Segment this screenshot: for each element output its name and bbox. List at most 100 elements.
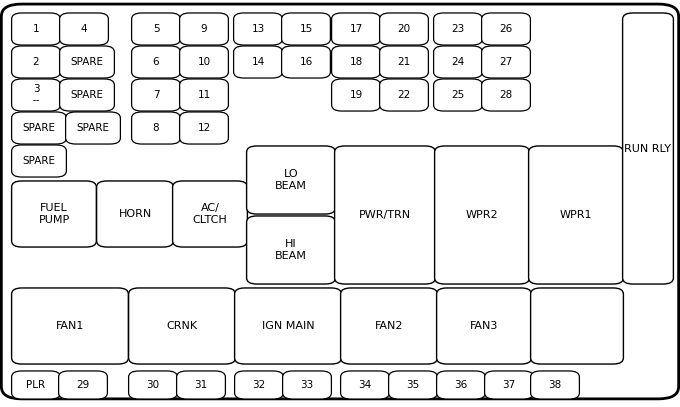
Text: 25: 25 [452,90,464,100]
Text: 35: 35 [407,380,420,390]
Text: 21: 21 [397,57,411,67]
Text: 17: 17 [350,24,362,34]
FancyBboxPatch shape [247,216,335,284]
Text: 23: 23 [452,24,464,34]
Text: 38: 38 [548,380,562,390]
FancyBboxPatch shape [437,371,486,399]
Text: PLR: PLR [27,380,46,390]
FancyBboxPatch shape [12,13,61,45]
FancyBboxPatch shape [132,79,180,111]
FancyBboxPatch shape [12,79,61,111]
FancyBboxPatch shape [379,79,428,111]
Text: HI
BEAM: HI BEAM [275,239,307,261]
Text: 8: 8 [153,123,159,133]
FancyBboxPatch shape [332,13,380,45]
FancyBboxPatch shape [129,371,177,399]
FancyBboxPatch shape [180,13,228,45]
Text: 18: 18 [350,57,362,67]
Text: 37: 37 [503,380,515,390]
Text: 26: 26 [499,24,513,34]
Text: IGN MAIN: IGN MAIN [262,321,314,331]
FancyBboxPatch shape [12,288,129,364]
FancyBboxPatch shape [341,371,390,399]
Text: HORN: HORN [118,209,152,219]
Text: SPARE: SPARE [22,156,56,166]
FancyBboxPatch shape [12,112,67,144]
FancyBboxPatch shape [234,46,282,78]
FancyBboxPatch shape [12,46,61,78]
Text: WPR2: WPR2 [466,210,498,220]
FancyBboxPatch shape [235,288,341,364]
FancyBboxPatch shape [247,146,335,214]
FancyBboxPatch shape [437,288,531,364]
FancyBboxPatch shape [332,46,380,78]
Text: 28: 28 [499,90,513,100]
Text: 31: 31 [194,380,207,390]
FancyBboxPatch shape [434,46,482,78]
FancyBboxPatch shape [58,371,107,399]
Text: SPARE: SPARE [71,90,103,100]
FancyBboxPatch shape [435,146,530,284]
FancyBboxPatch shape [12,145,67,177]
Text: 6: 6 [153,57,159,67]
Text: 20: 20 [397,24,411,34]
Text: 13: 13 [252,24,265,34]
FancyBboxPatch shape [434,79,482,111]
FancyBboxPatch shape [481,79,530,111]
Text: AC/
CLTCH: AC/ CLTCH [192,203,227,225]
Text: 5: 5 [153,24,159,34]
Text: 19: 19 [350,90,362,100]
FancyBboxPatch shape [177,371,225,399]
Text: WPR1: WPR1 [560,210,592,220]
FancyBboxPatch shape [97,181,173,247]
Text: 11: 11 [197,90,211,100]
Text: 4: 4 [81,24,87,34]
FancyBboxPatch shape [388,371,437,399]
FancyBboxPatch shape [60,46,114,78]
Text: FUEL
PUMP: FUEL PUMP [38,203,69,225]
Text: 15: 15 [299,24,313,34]
FancyBboxPatch shape [379,46,428,78]
FancyBboxPatch shape [530,371,579,399]
FancyBboxPatch shape [481,46,530,78]
FancyBboxPatch shape [132,112,180,144]
FancyBboxPatch shape [530,288,624,364]
FancyBboxPatch shape [180,79,228,111]
FancyBboxPatch shape [60,13,108,45]
FancyBboxPatch shape [235,371,284,399]
Text: FAN3: FAN3 [470,321,498,331]
Text: 33: 33 [301,380,313,390]
Text: 7: 7 [153,90,159,100]
FancyBboxPatch shape [528,146,624,284]
Text: 10: 10 [197,57,211,67]
FancyBboxPatch shape [180,46,228,78]
Text: 27: 27 [499,57,513,67]
Text: 9: 9 [201,24,207,34]
Text: 1: 1 [33,24,39,34]
FancyBboxPatch shape [132,46,180,78]
Text: SPARE: SPARE [22,123,56,133]
FancyBboxPatch shape [1,4,679,399]
Text: 36: 36 [454,380,468,390]
Text: 14: 14 [252,57,265,67]
FancyBboxPatch shape [60,79,114,111]
FancyBboxPatch shape [234,13,282,45]
FancyBboxPatch shape [282,46,330,78]
FancyBboxPatch shape [180,112,228,144]
Text: CRNK: CRNK [167,321,198,331]
FancyBboxPatch shape [12,371,61,399]
Text: 34: 34 [358,380,372,390]
FancyBboxPatch shape [379,13,428,45]
FancyBboxPatch shape [132,13,180,45]
Text: 24: 24 [452,57,464,67]
Text: 3
╌: 3 ╌ [33,84,39,106]
FancyBboxPatch shape [335,146,435,284]
Text: RUN RLY: RUN RLY [624,144,671,153]
FancyBboxPatch shape [65,112,120,144]
Text: SPARE: SPARE [77,123,109,133]
FancyBboxPatch shape [623,13,673,284]
FancyBboxPatch shape [129,288,235,364]
Text: 32: 32 [252,380,266,390]
Text: 30: 30 [146,380,160,390]
FancyBboxPatch shape [282,13,330,45]
